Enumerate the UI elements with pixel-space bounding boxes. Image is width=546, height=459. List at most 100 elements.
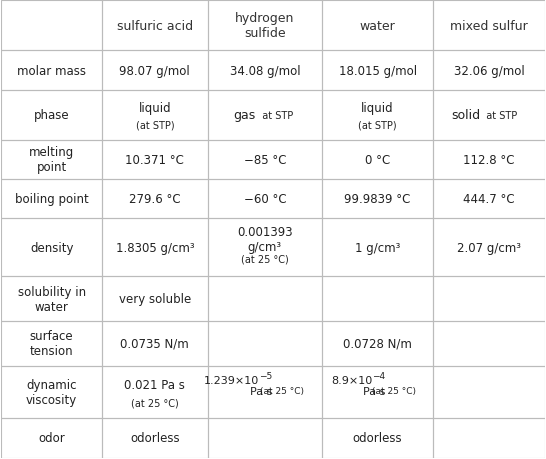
Bar xyxy=(433,321,544,366)
Bar xyxy=(322,219,433,277)
Text: 0.021 Pa s: 0.021 Pa s xyxy=(124,378,185,391)
Bar xyxy=(102,321,208,366)
Bar xyxy=(322,366,433,418)
Text: density: density xyxy=(30,241,73,254)
Text: 18.015 g/mol: 18.015 g/mol xyxy=(339,64,417,78)
Text: very soluble: very soluble xyxy=(118,292,191,306)
Bar xyxy=(433,140,544,179)
Text: 0.0728 N/m: 0.0728 N/m xyxy=(343,337,412,350)
Text: melting
point: melting point xyxy=(29,146,74,174)
Bar xyxy=(2,418,102,458)
Text: −60 °C: −60 °C xyxy=(244,193,286,206)
Bar xyxy=(2,366,102,418)
Bar xyxy=(102,418,208,458)
Bar xyxy=(208,366,322,418)
Bar xyxy=(102,1,208,51)
Text: solubility in
water: solubility in water xyxy=(17,285,86,313)
Text: −4: −4 xyxy=(372,371,385,380)
Text: 112.8 °C: 112.8 °C xyxy=(463,153,515,167)
Text: odor: odor xyxy=(38,431,65,444)
Text: boiling point: boiling point xyxy=(15,193,88,206)
Text: 34.08 g/mol: 34.08 g/mol xyxy=(229,64,300,78)
Bar xyxy=(433,366,544,418)
Bar xyxy=(2,179,102,219)
Bar xyxy=(433,90,544,140)
Text: 0.001393
g/cm³: 0.001393 g/cm³ xyxy=(237,225,293,253)
Bar xyxy=(2,277,102,321)
Bar xyxy=(322,51,433,90)
Bar xyxy=(2,219,102,277)
Text: 32.06 g/mol: 32.06 g/mol xyxy=(454,64,524,78)
Text: 99.9839 °C: 99.9839 °C xyxy=(345,193,411,206)
Bar xyxy=(208,179,322,219)
Text: 0.0735 N/m: 0.0735 N/m xyxy=(121,337,189,350)
Bar xyxy=(208,1,322,51)
Bar xyxy=(208,51,322,90)
Text: −5: −5 xyxy=(259,371,272,380)
Text: Pa s: Pa s xyxy=(363,386,392,396)
Text: solid: solid xyxy=(451,109,480,122)
Bar xyxy=(102,140,208,179)
Text: −85 °C: −85 °C xyxy=(244,153,286,167)
Text: 1.239×10: 1.239×10 xyxy=(204,375,259,386)
Text: Pa s: Pa s xyxy=(250,386,280,396)
Bar xyxy=(433,51,544,90)
Bar xyxy=(322,277,433,321)
Bar xyxy=(433,1,544,51)
Bar xyxy=(322,418,433,458)
Bar xyxy=(102,51,208,90)
Text: (at STP): (at STP) xyxy=(135,120,174,130)
Text: 0 °C: 0 °C xyxy=(365,153,390,167)
Text: liquid: liquid xyxy=(361,101,394,114)
Text: molar mass: molar mass xyxy=(17,64,86,78)
Text: 10.371 °C: 10.371 °C xyxy=(126,153,185,167)
Bar xyxy=(2,321,102,366)
Text: dynamic
viscosity: dynamic viscosity xyxy=(26,378,78,406)
Bar xyxy=(208,321,322,366)
Text: odorless: odorless xyxy=(353,431,402,444)
Bar xyxy=(322,90,433,140)
Bar xyxy=(322,179,433,219)
Bar xyxy=(322,321,433,366)
Text: 8.9×10: 8.9×10 xyxy=(331,375,372,386)
Text: 1.8305 g/cm³: 1.8305 g/cm³ xyxy=(116,241,194,254)
Text: surface
tension: surface tension xyxy=(30,330,74,358)
Bar xyxy=(208,219,322,277)
Bar xyxy=(208,90,322,140)
Text: (at 25 °C): (at 25 °C) xyxy=(131,397,179,408)
Text: liquid: liquid xyxy=(139,101,171,114)
Text: sulfuric acid: sulfuric acid xyxy=(117,20,193,33)
Text: phase: phase xyxy=(34,109,69,122)
Bar xyxy=(208,140,322,179)
Text: (at 25 °C): (at 25 °C) xyxy=(241,254,289,264)
Text: at STP: at STP xyxy=(480,111,517,120)
Bar xyxy=(2,90,102,140)
Text: 444.7 °C: 444.7 °C xyxy=(463,193,515,206)
Bar xyxy=(208,277,322,321)
Text: (at STP): (at STP) xyxy=(358,120,397,130)
Text: hydrogen
sulfide: hydrogen sulfide xyxy=(235,12,294,40)
Text: water: water xyxy=(360,20,395,33)
Text: at STP: at STP xyxy=(256,111,293,120)
Bar xyxy=(433,219,544,277)
Bar xyxy=(433,179,544,219)
Bar xyxy=(2,1,102,51)
Text: 98.07 g/mol: 98.07 g/mol xyxy=(120,64,190,78)
Bar xyxy=(102,90,208,140)
Bar xyxy=(102,366,208,418)
Bar xyxy=(433,277,544,321)
Text: (at 25 °C): (at 25 °C) xyxy=(372,386,416,396)
Bar xyxy=(2,140,102,179)
Bar xyxy=(208,418,322,458)
Bar xyxy=(102,277,208,321)
Text: 279.6 °C: 279.6 °C xyxy=(129,193,181,206)
Text: mixed sulfur: mixed sulfur xyxy=(450,20,528,33)
Text: (at 25 °C): (at 25 °C) xyxy=(260,386,304,396)
Bar xyxy=(102,219,208,277)
Bar xyxy=(2,51,102,90)
Text: gas: gas xyxy=(234,109,256,122)
Text: odorless: odorless xyxy=(130,431,180,444)
Text: 1 g/cm³: 1 g/cm³ xyxy=(355,241,400,254)
Bar xyxy=(102,179,208,219)
Bar xyxy=(322,1,433,51)
